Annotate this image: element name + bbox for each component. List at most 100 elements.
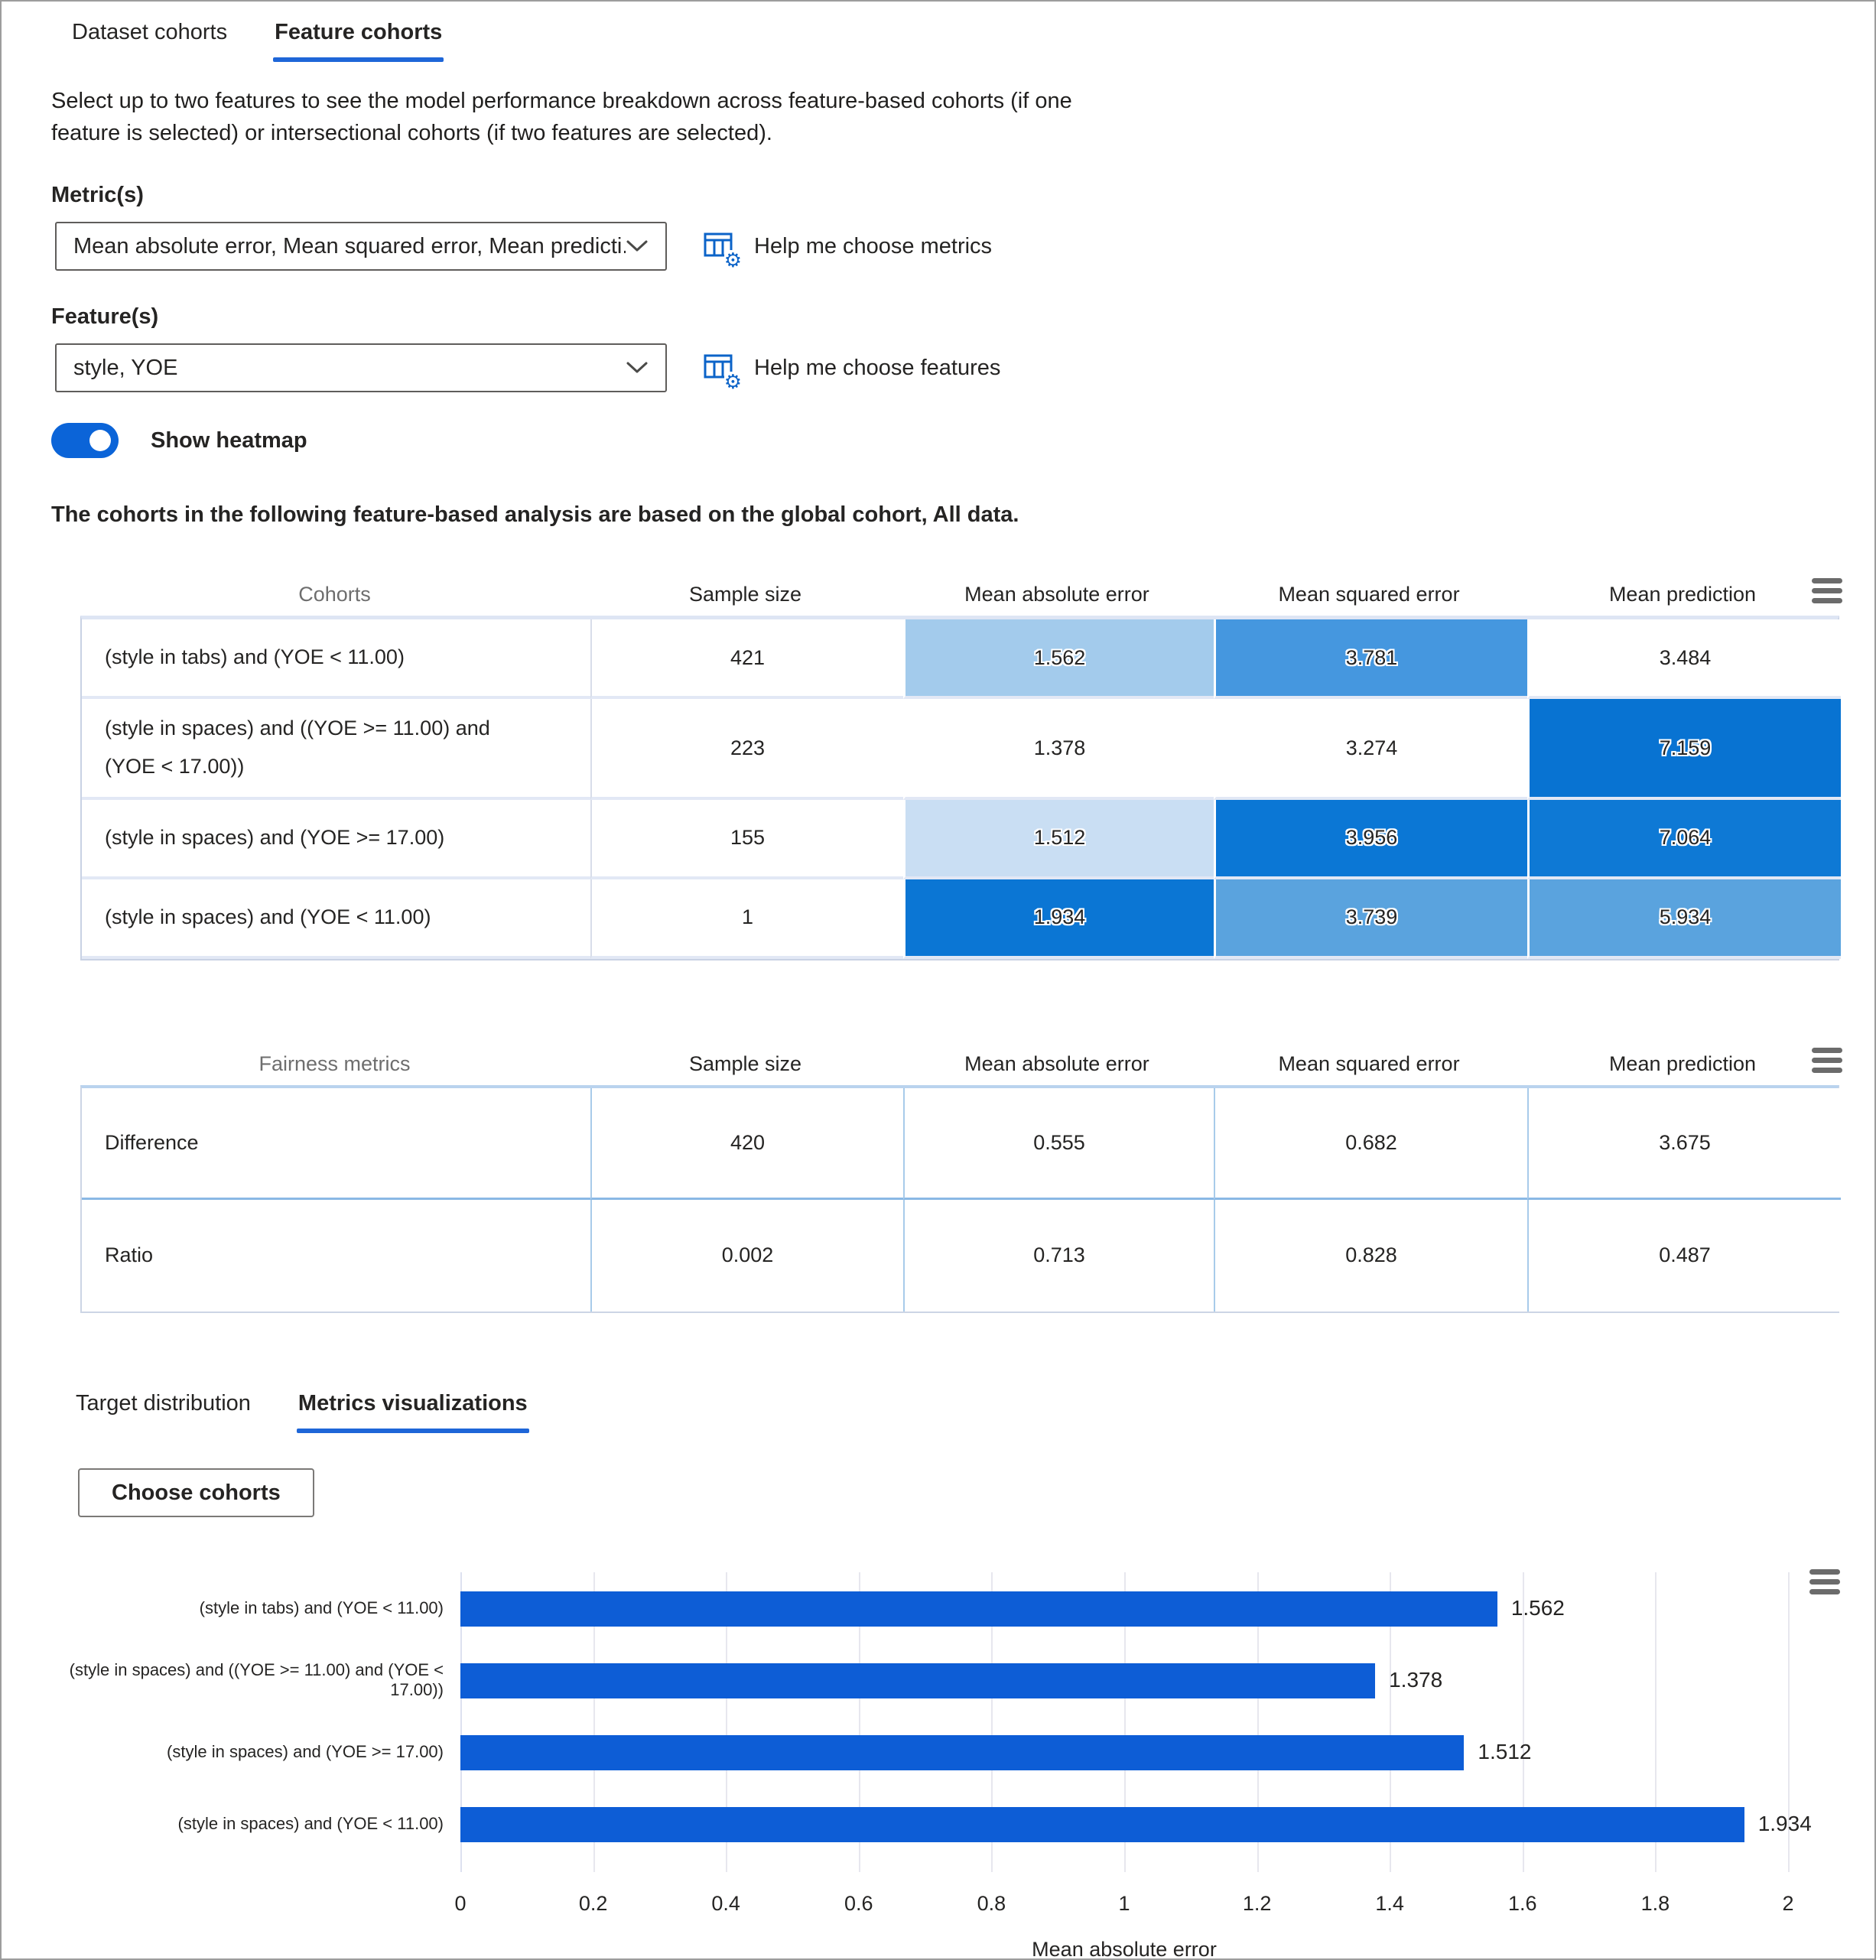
bar[interactable] xyxy=(460,1663,1376,1698)
x-tick-label: 0.4 xyxy=(711,1891,740,1915)
fairness-value-cell: 0.555 xyxy=(903,1087,1214,1200)
fairness-row-label: Difference xyxy=(82,1087,590,1200)
metrics-dropdown[interactable]: Mean absolute error, Mean squared error,… xyxy=(55,222,667,271)
x-tick-label: 0.6 xyxy=(844,1891,873,1915)
x-tick-label: 0 xyxy=(454,1891,467,1915)
bar-value-label: 1.512 xyxy=(1478,1739,1532,1763)
x-tick-label: 1.6 xyxy=(1508,1891,1537,1915)
page-description: Select up to two features to see the mod… xyxy=(51,89,1072,146)
table-settings-icon: ⚙ xyxy=(702,229,742,271)
cohort-table-header: Cohorts Sample size Mean absolute error … xyxy=(80,583,1839,606)
help-choose-features-link[interactable]: ⚙ Help me choose features xyxy=(702,350,1001,392)
heatmap-cell[interactable]: 3.956 xyxy=(1214,799,1527,879)
bar[interactable] xyxy=(460,1734,1465,1770)
tab-label: Target distribution xyxy=(76,1390,251,1416)
top-tab-bar: Dataset cohorts Feature cohorts xyxy=(70,12,1849,62)
fairness-table: Fairness metrics Sample size Mean absolu… xyxy=(80,1047,1842,1313)
tab-label: Dataset cohorts xyxy=(72,20,228,44)
bar-value-label: 1.378 xyxy=(1389,1667,1443,1692)
category-label: (style in spaces) and (YOE >= 17.00) xyxy=(167,1741,444,1761)
table-menu-icon[interactable] xyxy=(1812,1047,1842,1078)
sample-size-cell: 223 xyxy=(590,699,903,800)
choose-cohorts-button[interactable]: Choose cohorts xyxy=(78,1468,314,1517)
table-menu-icon[interactable] xyxy=(1812,578,1842,608)
help-choose-features-label: Help me choose features xyxy=(754,355,1001,380)
x-tick-label: 2 xyxy=(1782,1891,1794,1915)
bottom-tab-bar: Target distribution Metrics visualizatio… xyxy=(74,1383,1849,1433)
tab-label: Metrics visualizations xyxy=(297,1390,528,1416)
heatmap-cell[interactable]: 3.274 xyxy=(1214,699,1527,800)
heatmap-cell[interactable]: 3.781 xyxy=(1214,619,1527,700)
plot-area: 1.562 1.378 1.512 1.934 Mean absolute er… xyxy=(454,1572,1849,1958)
fairness-table-header: Fairness metrics Sample size Mean absolu… xyxy=(80,1052,1839,1076)
tab-target-distribution[interactable]: Target distribution xyxy=(74,1383,252,1433)
heatmap-cell[interactable]: 1.934 xyxy=(903,879,1214,959)
gridline xyxy=(1390,1572,1392,1872)
bar-row: 1.934 xyxy=(460,1788,1849,1860)
fairness-value-cell: 3.675 xyxy=(1527,1087,1841,1200)
table-settings-icon: ⚙ xyxy=(702,350,742,392)
x-tick-label: 0.8 xyxy=(977,1891,1006,1915)
column-header: Sample size xyxy=(688,1052,802,1075)
column-header: Mean prediction xyxy=(1608,583,1757,606)
fairness-value-cell: 0.002 xyxy=(590,1199,903,1312)
fairness-row-label: Ratio xyxy=(82,1199,590,1312)
heatmap-cell[interactable]: 3.484 xyxy=(1527,619,1841,700)
heatmap-cell[interactable]: 1.562 xyxy=(903,619,1214,700)
bar[interactable] xyxy=(460,1806,1744,1842)
x-tick-label: 1.2 xyxy=(1242,1891,1272,1915)
tab-feature-cohorts[interactable]: Feature cohorts xyxy=(273,12,444,62)
heatmap-cell[interactable]: 1.512 xyxy=(903,799,1214,879)
cohort-table: Cohorts Sample size Mean absolute error … xyxy=(80,578,1842,960)
heatmap-cell[interactable]: 7.159 xyxy=(1527,699,1841,800)
fairness-value-cell: 0.682 xyxy=(1214,1087,1527,1200)
bar-row: 1.378 xyxy=(460,1644,1849,1716)
features-field-label: Feature(s) xyxy=(51,304,159,330)
tab-metrics-visualizations[interactable]: Metrics visualizations xyxy=(297,1383,529,1433)
x-axis-title: Mean absolute error xyxy=(1032,1937,1217,1960)
x-tick-label: 1 xyxy=(1118,1891,1130,1915)
tab-label: Feature cohorts xyxy=(275,20,443,44)
toggle-knob xyxy=(89,430,111,452)
gridline xyxy=(1655,1572,1657,1872)
cohort-name-cell: (style in spaces) and (YOE < 11.00) xyxy=(82,879,590,959)
gridline xyxy=(460,1572,462,1872)
chart-menu-icon[interactable] xyxy=(1809,1568,1840,1599)
bar[interactable] xyxy=(460,1591,1497,1627)
column-header: Mean squared error xyxy=(1278,1052,1460,1075)
heatmap-cell[interactable]: 7.064 xyxy=(1527,799,1841,879)
show-heatmap-label: Show heatmap xyxy=(151,427,307,453)
bar-value-label: 1.562 xyxy=(1510,1595,1565,1620)
features-dropdown[interactable]: style, YOE xyxy=(55,343,667,393)
gridline xyxy=(991,1572,993,1872)
sample-size-cell: 1 xyxy=(590,879,903,959)
fairness-value-cell: 0.487 xyxy=(1527,1199,1841,1312)
heatmap-cell[interactable]: 5.934 xyxy=(1527,879,1841,959)
category-label: (style in tabs) and (YOE < 11.00) xyxy=(199,1598,444,1617)
fairness-value-cell: 0.713 xyxy=(903,1199,1214,1312)
gridline xyxy=(1788,1572,1790,1872)
x-tick-label: 1.4 xyxy=(1375,1891,1404,1915)
metrics-dropdown-value: Mean absolute error, Mean squared error,… xyxy=(73,233,626,258)
metrics-field-label: Metric(s) xyxy=(51,183,144,208)
gear-icon: ⚙ xyxy=(723,249,742,272)
column-header: Mean absolute error xyxy=(964,583,1149,606)
heatmap-cell[interactable]: 3.739 xyxy=(1214,879,1527,959)
help-choose-metrics-label: Help me choose metrics xyxy=(754,233,993,258)
features-dropdown-value: style, YOE xyxy=(73,355,178,380)
x-tick-label: 1.8 xyxy=(1640,1891,1670,1915)
category-label: (style in spaces) and ((YOE >= 11.00) an… xyxy=(69,1659,444,1699)
chevron-down-icon xyxy=(626,239,649,254)
tab-dataset-cohorts[interactable]: Dataset cohorts xyxy=(70,12,229,62)
cohort-name-cell: (style in spaces) and ((YOE >= 11.00) an… xyxy=(82,699,590,800)
heatmap-cell[interactable]: 1.378 xyxy=(903,699,1214,800)
gridline xyxy=(1124,1572,1126,1872)
show-heatmap-toggle[interactable] xyxy=(51,423,119,459)
column-header: Cohorts xyxy=(298,583,371,606)
column-header: Mean squared error xyxy=(1278,583,1460,606)
cohort-name-cell: (style in tabs) and (YOE < 11.00) xyxy=(82,619,590,700)
gridline xyxy=(593,1572,595,1872)
help-choose-metrics-link[interactable]: ⚙ Help me choose metrics xyxy=(702,229,993,271)
category-label: (style in spaces) and (YOE < 11.00) xyxy=(177,1813,444,1833)
gridline xyxy=(726,1572,728,1872)
